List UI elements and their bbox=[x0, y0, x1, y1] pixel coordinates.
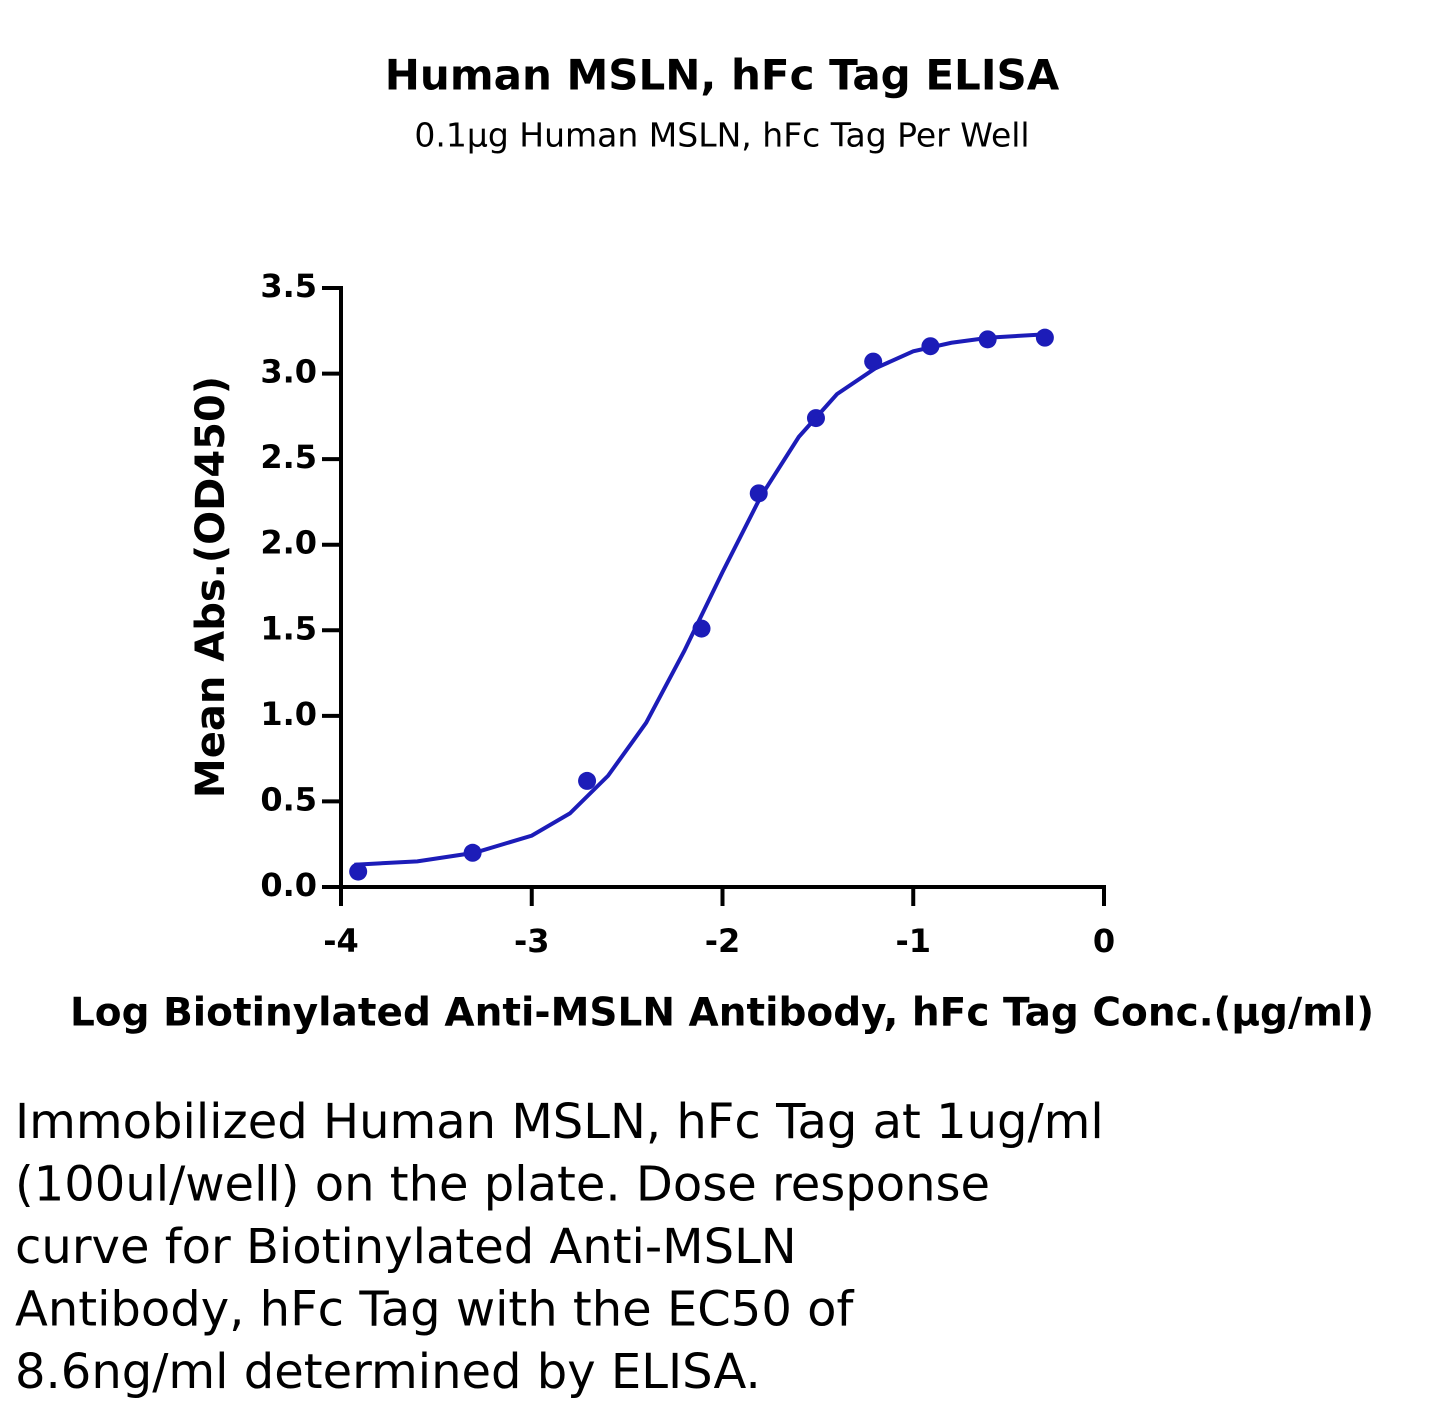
y-tick-label: 3.5 bbox=[260, 267, 317, 305]
y-axis-title: Mean Abs.(OD450) bbox=[188, 376, 234, 798]
x-tick-label: 0 bbox=[1093, 922, 1115, 960]
x-tick-label: -2 bbox=[705, 922, 741, 960]
x-tick-label: -1 bbox=[895, 922, 931, 960]
x-tick-label: -4 bbox=[323, 922, 359, 960]
data-point bbox=[349, 862, 368, 881]
data-point bbox=[749, 484, 768, 503]
y-tick-label: 1.0 bbox=[260, 695, 317, 733]
caption-line: 8.6ng/ml determined by ELISA. bbox=[15, 1344, 761, 1400]
y-tick-label: 2.0 bbox=[260, 524, 317, 562]
y-tick-label: 1.5 bbox=[260, 609, 317, 647]
y-tick-label: 0.0 bbox=[260, 866, 317, 904]
y-tick-label: 0.5 bbox=[260, 780, 317, 818]
chart-subtitle: 0.1μg Human MSLN, hFc Tag Per Well bbox=[414, 116, 1029, 155]
caption-line: (100ul/well) on the plate. Dose response bbox=[15, 1157, 990, 1213]
chart-title: Human MSLN, hFc Tag ELISA bbox=[385, 51, 1060, 100]
y-tick-label: 3.0 bbox=[260, 353, 317, 391]
data-point bbox=[1035, 328, 1054, 347]
caption-line: curve for Biotinylated Anti-MSLN bbox=[15, 1219, 797, 1275]
caption-line: Immobilized Human MSLN, hFc Tag at 1ug/m… bbox=[15, 1094, 1104, 1150]
fit-curve bbox=[354, 332, 1047, 867]
data-point bbox=[578, 771, 597, 790]
x-tick-label: -3 bbox=[514, 922, 550, 960]
caption-line: Antibody, hFc Tag with the EC50 of bbox=[15, 1282, 855, 1338]
x-axis-title: Log Biotinylated Anti-MSLN Antibody, hFc… bbox=[70, 991, 1374, 1036]
y-tick-label: 2.5 bbox=[260, 438, 317, 476]
